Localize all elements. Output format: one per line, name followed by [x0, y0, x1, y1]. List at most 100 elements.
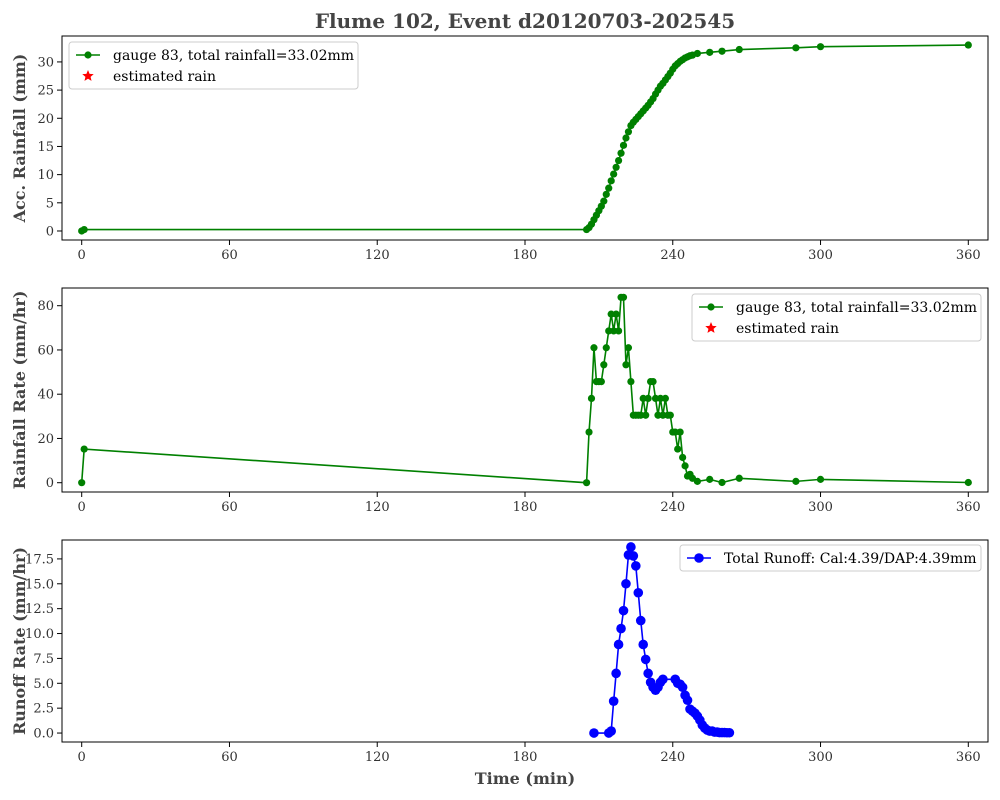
- data-point: [658, 674, 668, 685]
- legend-label: gauge 83, total rainfall=33.02mm: [113, 48, 354, 64]
- y-tick-label: 17.5: [25, 552, 54, 567]
- data-point: [639, 394, 647, 403]
- data-point: [589, 728, 599, 738]
- legend-star-marker: [82, 70, 94, 81]
- x-tick-label: 180: [513, 750, 538, 765]
- y-tick-label: 25: [37, 84, 54, 99]
- y-tick-label: 30: [37, 55, 54, 70]
- data-point: [611, 668, 621, 679]
- data-point: [640, 654, 651, 665]
- data-point: [608, 696, 619, 706]
- legend-box: [679, 544, 982, 572]
- data-point: [633, 587, 644, 598]
- data-point: [614, 156, 623, 165]
- data-point: [582, 479, 591, 487]
- data-point: [643, 668, 653, 679]
- x-tick-label: 300: [808, 750, 833, 765]
- y-tick-label: 10.0: [25, 627, 54, 642]
- data-point: [610, 327, 618, 335]
- data-point: [661, 394, 669, 403]
- data-point: [621, 578, 631, 589]
- y-tick-label: 0: [46, 476, 54, 491]
- data-point: [605, 184, 613, 192]
- y-tick-label: 15: [37, 140, 54, 155]
- data-point: [585, 428, 593, 436]
- data-point: [681, 462, 689, 470]
- data-point: [607, 177, 615, 185]
- x-axis-label: Time (min): [475, 769, 575, 788]
- data-point: [659, 411, 667, 419]
- x-tick-label: 120: [365, 750, 390, 765]
- legend-star-marker: [705, 322, 717, 333]
- data-point: [693, 49, 701, 58]
- data-point: [612, 310, 620, 318]
- y-tick-label: 80: [37, 299, 54, 314]
- x-tick-label: 60: [221, 500, 238, 515]
- x-tick-label: 300: [808, 500, 833, 515]
- y-tick-label: 0: [46, 224, 54, 239]
- y-tick-label: 5.0: [33, 677, 54, 692]
- y-tick-label: 2.5: [33, 702, 54, 717]
- data-point: [964, 41, 972, 49]
- y-tick-label: 10: [37, 168, 54, 183]
- x-tick-label: 360: [956, 750, 981, 765]
- y-tick-label: 60: [37, 343, 54, 358]
- data-point: [624, 344, 633, 352]
- y-axis-label: Acc. Rainfall (mm): [10, 54, 29, 224]
- panel-2: 0 60 120 180 240 300 360 0 20 40 60 80 Rainfall Rate…: [10, 287, 989, 515]
- data-point: [78, 479, 86, 487]
- data-point: [613, 639, 624, 650]
- data-point: [651, 394, 660, 403]
- y-tick-label: 20: [37, 112, 54, 127]
- data-point: [622, 134, 630, 142]
- data-point: [590, 344, 598, 352]
- data-point: [671, 428, 679, 436]
- data-point: [614, 327, 623, 335]
- legend-label: Total Runoff: Cal:4.39/DAP:4.39mm: [724, 551, 977, 567]
- x-tick-label: 180: [513, 500, 538, 515]
- legend-marker: [694, 553, 704, 563]
- data-point: [679, 453, 687, 462]
- data-point: [628, 551, 639, 561]
- data-point: [631, 561, 641, 571]
- x-tick-label: 0: [78, 248, 86, 263]
- data-point: [616, 623, 626, 634]
- x-tick-label: 60: [221, 750, 238, 765]
- y-tick-label: 12.5: [25, 602, 54, 617]
- x-tick-label: 240: [660, 248, 685, 263]
- x-tick-label: 300: [808, 248, 833, 263]
- data-point: [600, 361, 608, 369]
- data-point: [674, 445, 682, 453]
- x-tick-label: 120: [365, 500, 390, 515]
- x-tick-label: 0: [78, 750, 86, 765]
- data-point: [80, 225, 88, 234]
- data-point: [649, 377, 657, 386]
- data-point: [656, 394, 665, 403]
- data-point: [635, 615, 646, 626]
- data-point: [735, 474, 743, 482]
- legend-label: estimated rain: [113, 69, 216, 85]
- data-point: [644, 394, 652, 403]
- data-point: [706, 48, 714, 56]
- data-point: [606, 726, 616, 736]
- legend-marker: [84, 51, 92, 59]
- x-tick-label: 180: [513, 248, 538, 263]
- data-point: [622, 361, 630, 369]
- data-point: [619, 141, 628, 149]
- x-tick-label: 60: [221, 248, 238, 263]
- data-point: [735, 45, 743, 54]
- data-point: [587, 394, 596, 403]
- legend: gauge 83, total rainfall=33.02mm estimate…: [68, 41, 359, 90]
- y-tick-label: 15.0: [25, 577, 54, 592]
- legend-marker: [707, 303, 715, 311]
- y-tick-label: 20: [37, 432, 54, 447]
- data-point: [618, 605, 629, 616]
- data-point: [964, 478, 972, 487]
- data-point: [610, 170, 618, 178]
- legend: gauge 83, total rainfall=33.02mm estimate…: [691, 293, 982, 342]
- data-point: [816, 475, 825, 483]
- data-point: [617, 149, 625, 157]
- data-point: [612, 163, 620, 171]
- panel-3: 0 60 120 180 240 300 360 0.0 2.5 5.0 7.5 10.0 12.5 15…: [10, 539, 989, 788]
- legend-label: estimated rain: [736, 321, 839, 337]
